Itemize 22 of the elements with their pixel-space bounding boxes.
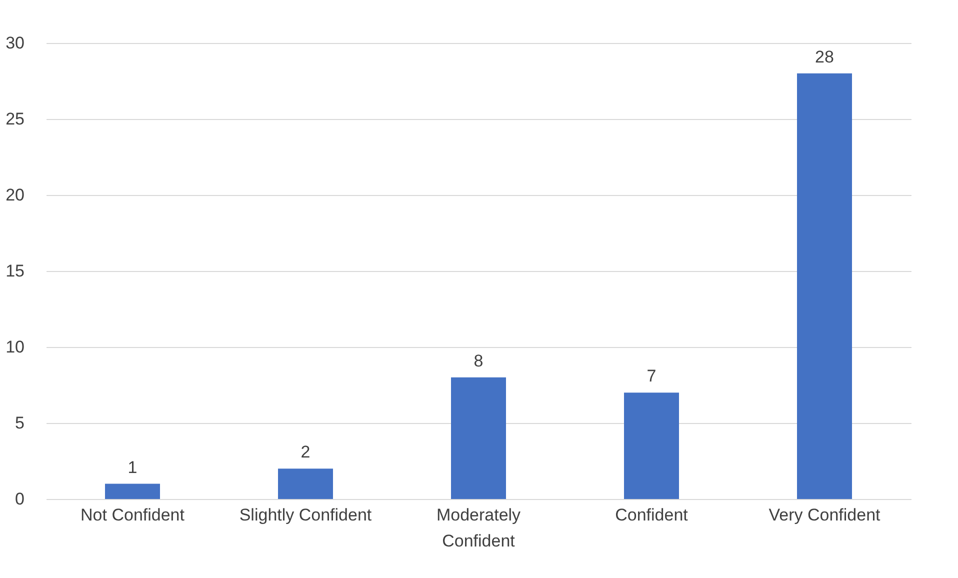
bar [624, 392, 679, 499]
x-tick-label: Moderately Confident [436, 506, 522, 550]
data-label: 1 [128, 458, 138, 477]
data-label: 28 [815, 47, 834, 66]
data-label: 2 [300, 442, 310, 462]
y-tick-label: 5 [15, 414, 24, 432]
y-tick-label: 0 [15, 490, 24, 508]
x-tick-label: Slightly Confident [239, 506, 372, 524]
y-tick-label: 10 [6, 338, 24, 356]
bar [278, 468, 333, 499]
x-tick-label: Confident [615, 506, 688, 524]
x-tick-label: Very Confident [768, 506, 881, 524]
y-tick-label: 25 [6, 110, 24, 128]
bar [451, 377, 506, 499]
x-tick-label: Not Confident [80, 506, 185, 524]
y-tick-label: 20 [6, 186, 24, 204]
bar [797, 73, 852, 499]
data-label: 7 [646, 366, 656, 386]
bar [105, 484, 160, 499]
data-label: 8 [474, 351, 484, 370]
y-tick-label: 30 [6, 34, 24, 52]
y-tick-label: 15 [6, 262, 24, 280]
